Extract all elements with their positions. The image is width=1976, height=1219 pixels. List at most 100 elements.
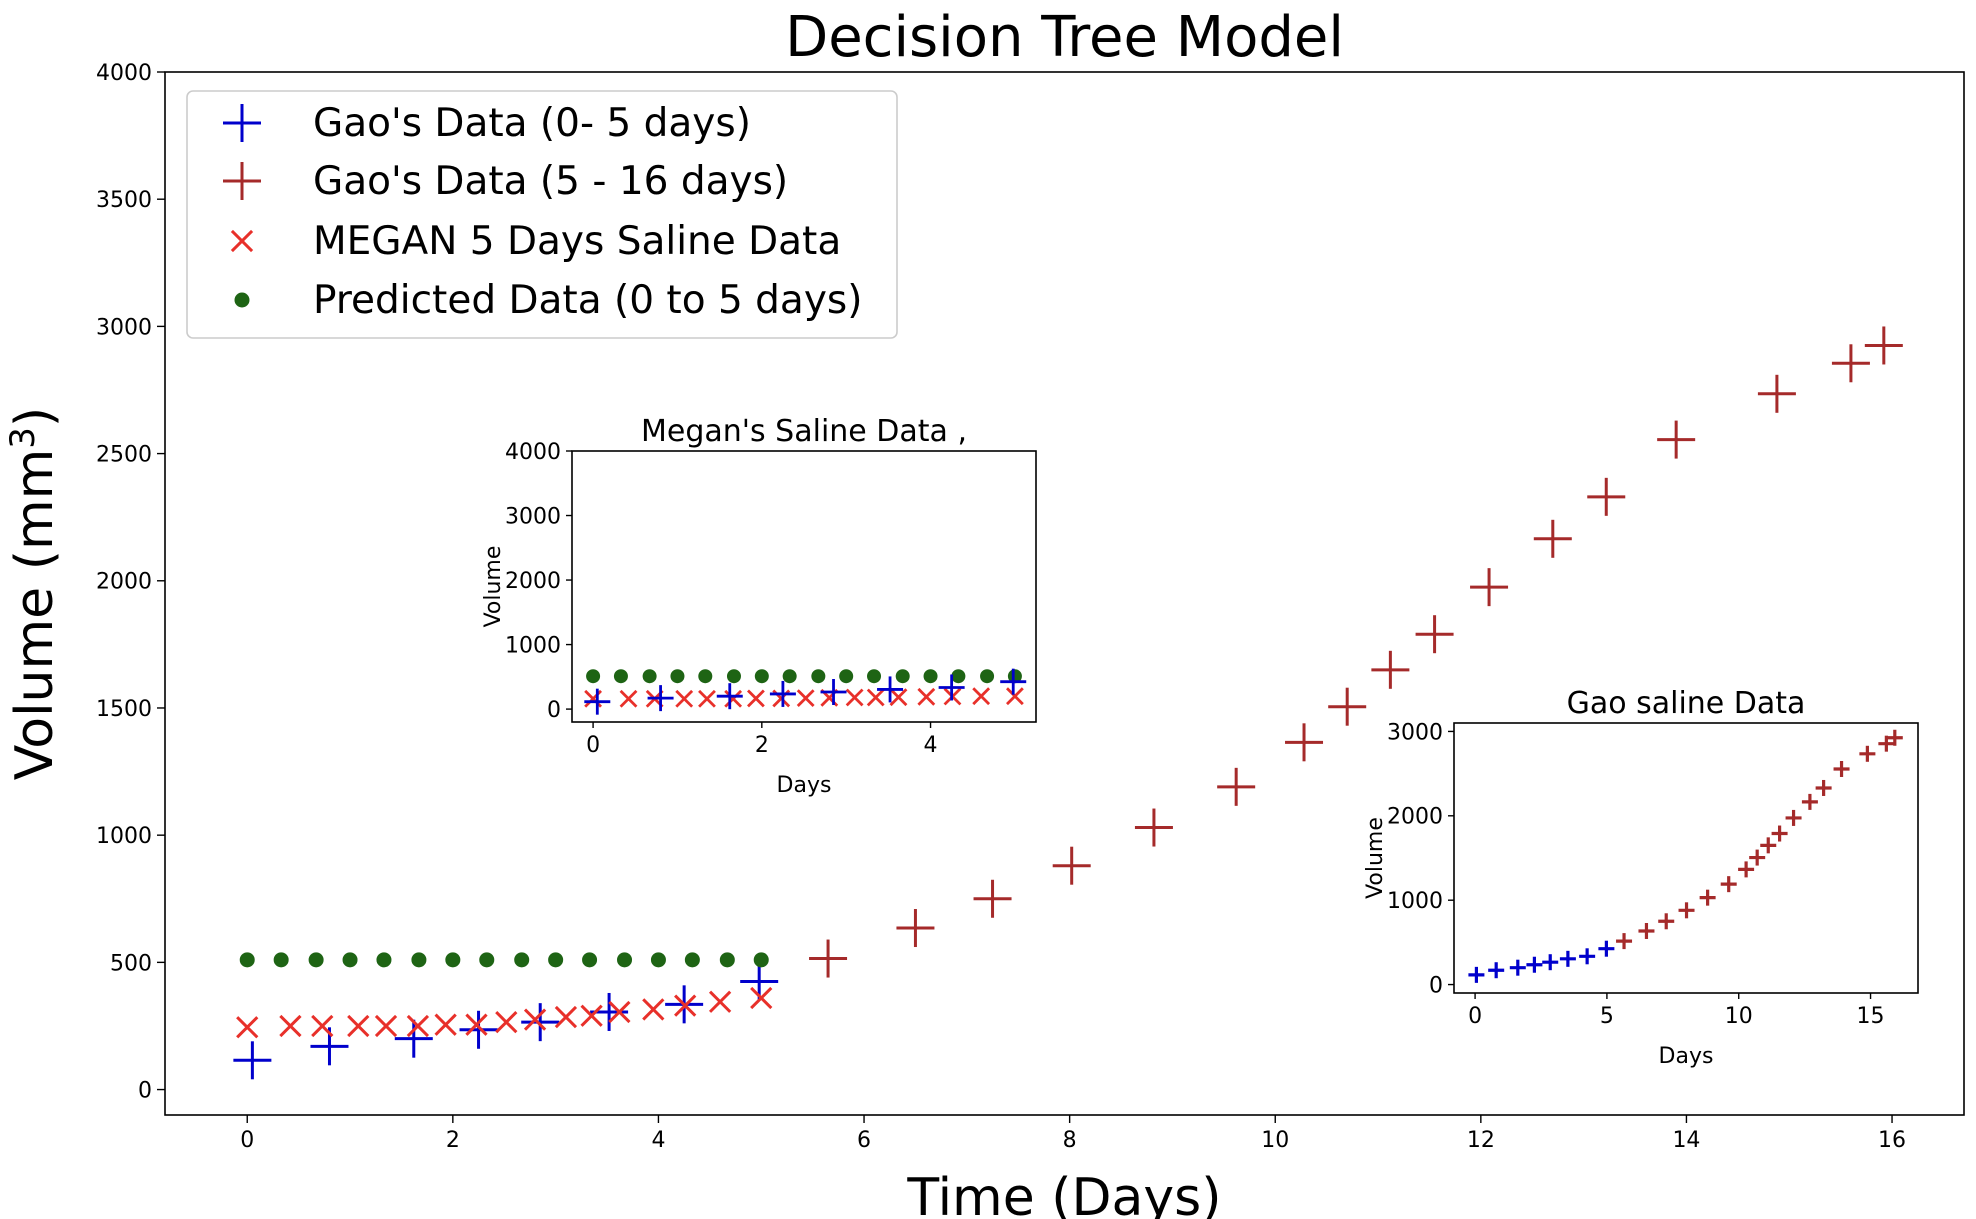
chart-main: 0 2 4 6 8 10 12 14 16050010001500200025003000350… xyxy=(3,5,1965,1219)
main-xtick-label: 8 xyxy=(1063,1128,1077,1153)
main-ytick-label: 1000 xyxy=(96,824,152,849)
inset_megan-point-1-5-b xyxy=(724,689,743,708)
inset_gao-series-1 xyxy=(1616,729,1903,950)
inset_megan-ytick-label: 2000 xyxy=(505,569,561,594)
legend-marker-3 xyxy=(234,292,250,308)
main-point-3-9 xyxy=(548,952,564,968)
inset_gao-title: Gao saline Data xyxy=(1567,686,1806,721)
main-point-3-0 xyxy=(239,952,255,968)
inset_megan-ytick-label: 0 xyxy=(547,698,561,723)
inset_megan-point-0-9 xyxy=(839,669,854,684)
main-point-3-14 xyxy=(719,952,735,968)
main-point-2-15-b xyxy=(708,990,732,1013)
main-ytick-label: 3000 xyxy=(96,315,152,340)
inset_megan-point-1-16-b xyxy=(1005,687,1024,706)
main-point-3-11 xyxy=(617,952,633,968)
main-point-2-9-b xyxy=(523,1008,547,1031)
inset_megan-point-0-0 xyxy=(586,669,601,684)
legend-label-2: MEGAN 5 Days Saline Data xyxy=(313,219,841,264)
main-point-2-0-b xyxy=(236,1016,259,1039)
inset_megan-series-2 xyxy=(584,668,1027,715)
main-point-2-5-b xyxy=(406,1014,430,1038)
main-point-2-8-b xyxy=(495,1011,518,1034)
inset_gao-series-0 xyxy=(1468,940,1615,983)
main-xtick-label: 4 xyxy=(651,1128,665,1153)
main-point-2-1-b xyxy=(279,1014,302,1038)
ylabel-text: Volume (mm xyxy=(5,449,65,781)
main-point-3-12 xyxy=(650,952,666,968)
inset_megan-point-1-4-b xyxy=(698,689,716,708)
inset_megan-point-0-10 xyxy=(867,669,882,684)
inset_megan-point-0-14 xyxy=(980,669,995,684)
main-xtick-label: 16 xyxy=(1878,1128,1906,1153)
inset_gao-xtick-label: 0 xyxy=(1468,1004,1482,1029)
inset_megan-point-1-15-b xyxy=(972,687,991,706)
inset_megan-ytick-label: 4000 xyxy=(505,440,561,465)
main-point-3-3 xyxy=(342,952,358,968)
inset_gao-xlabel: Days xyxy=(1659,1044,1714,1069)
main-xtick-label: 6 xyxy=(857,1128,871,1153)
main-point-2-14-b xyxy=(674,994,697,1017)
inset_megan-xtick-label: 2 xyxy=(755,733,769,758)
main-point-2-10-b xyxy=(554,1005,578,1029)
inset_gao-ytick-label: 0 xyxy=(1429,973,1443,998)
inset_megan-point-1-8-b xyxy=(796,689,815,708)
inset_gao-ylabel: Volume xyxy=(1363,817,1388,899)
inset_megan-point-1-1-b xyxy=(619,689,638,708)
main-point-2-6-b xyxy=(434,1013,457,1036)
inset_megan-point-0-13 xyxy=(951,669,966,684)
inset_megan-point-0-11 xyxy=(895,669,910,684)
main-xtick-label: 10 xyxy=(1261,1128,1289,1153)
main-point-2-12-b xyxy=(608,1000,631,1024)
main-point-2-7-b xyxy=(465,1013,488,1036)
inset_megan-point-0-15 xyxy=(1007,669,1022,684)
inset_megan-xtick-label: 0 xyxy=(586,733,600,758)
inset_megan-point-0-1 xyxy=(613,669,628,684)
inset_megan-point-0-4 xyxy=(698,669,713,684)
main-point-3-1 xyxy=(273,952,289,968)
inset_megan-plot-area xyxy=(572,451,1036,722)
inset_gao-xtick-label: 5 xyxy=(1600,1004,1614,1029)
inset_megan-xtick-label: 4 xyxy=(924,733,938,758)
inset_gao-xtick-label: 10 xyxy=(1725,1004,1753,1029)
inset_megan-point-0-8 xyxy=(811,669,826,684)
main-point-2-11-b xyxy=(580,1004,603,1027)
main-point-3-7 xyxy=(479,952,495,968)
inset_gao-ytick-label: 2000 xyxy=(1387,805,1443,830)
main-ytick-label: 2000 xyxy=(96,570,152,595)
inset_megan-point-1-13-b xyxy=(917,687,936,706)
main-ytick-label: 2500 xyxy=(96,443,152,468)
main-point-2-13-b xyxy=(642,998,665,1021)
main-series-3 xyxy=(239,952,769,968)
main-xlabel: Time (Days) xyxy=(906,1168,1221,1219)
inset_megan-point-0-12 xyxy=(923,669,938,684)
chart-inset_gao: 0 5 10 15 0 1000 2000 3000 Gao saline Data Days Vo… xyxy=(1363,686,1919,1069)
inset_megan-point-0-7 xyxy=(782,669,797,684)
legend-label-0: Gao's Data (0- 5 days) xyxy=(313,101,751,146)
inset_megan-point-1-10-b xyxy=(845,688,864,707)
main-point-3-2 xyxy=(308,952,324,968)
main-point-3-8 xyxy=(514,952,530,968)
inset_megan-point-0-5 xyxy=(726,669,741,684)
main-ytick-label: 3500 xyxy=(96,188,152,213)
main-ytick-label: 4000 xyxy=(96,61,152,86)
inset_megan-ytick-label: 3000 xyxy=(505,504,561,529)
ylabel-close: ) xyxy=(5,407,65,427)
main-ytick-label: 0 xyxy=(138,1078,152,1103)
main-point-2-16-b xyxy=(750,986,773,1010)
main-xtick-label: 0 xyxy=(240,1128,254,1153)
inset_megan-series-1 xyxy=(584,687,1024,708)
main-point-2-2-b xyxy=(311,1014,334,1038)
inset_gao-frame xyxy=(1453,722,1919,994)
inset_megan-point-1-3-b xyxy=(675,689,694,708)
ylabel-superscript: 3 xyxy=(3,427,43,449)
main-point-3-4 xyxy=(376,952,392,968)
main-point-3-13 xyxy=(684,952,700,968)
inset_megan-ylabel: Volume xyxy=(481,546,506,628)
legend-label-3: Predicted Data (0 to 5 days) xyxy=(313,278,862,323)
inset_megan-series-0 xyxy=(586,669,1022,684)
main-series-2 xyxy=(236,986,773,1039)
legend-box xyxy=(186,90,898,339)
main-ylabel: Volume (mm3) xyxy=(3,407,65,780)
inset_gao-ytick-label: 3000 xyxy=(1387,720,1443,745)
